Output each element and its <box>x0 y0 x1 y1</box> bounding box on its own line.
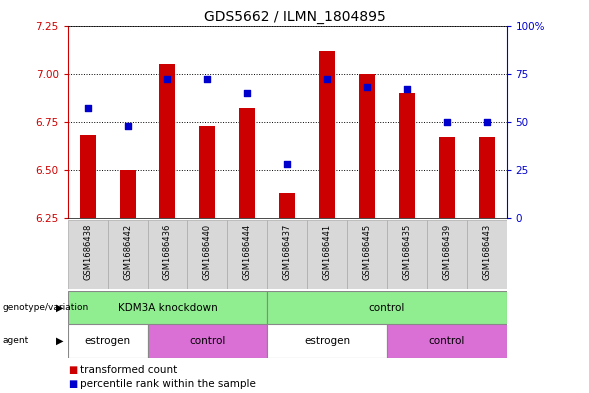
Bar <box>80 135 95 218</box>
Bar <box>160 64 176 218</box>
Bar <box>120 170 135 218</box>
Text: GSM1686438: GSM1686438 <box>83 224 92 280</box>
Bar <box>227 220 267 289</box>
Point <box>482 119 491 125</box>
Text: genotype/variation: genotype/variation <box>3 303 89 312</box>
Text: GSM1686439: GSM1686439 <box>442 224 451 280</box>
Bar <box>347 220 387 289</box>
Text: KDM3A knockdown: KDM3A knockdown <box>118 303 217 312</box>
Bar <box>279 193 295 218</box>
Bar <box>267 324 387 358</box>
Bar <box>387 324 507 358</box>
Text: GSM1686441: GSM1686441 <box>323 224 332 280</box>
Text: control: control <box>429 336 465 346</box>
Bar <box>68 220 108 289</box>
Bar <box>319 51 335 218</box>
Bar <box>466 220 507 289</box>
Point <box>83 105 92 112</box>
Bar <box>479 137 495 218</box>
Text: ▶: ▶ <box>56 336 64 346</box>
Point <box>163 76 172 83</box>
Text: control: control <box>189 336 226 346</box>
Text: ▶: ▶ <box>56 303 64 312</box>
Text: GSM1686443: GSM1686443 <box>482 224 491 280</box>
Text: GSM1686445: GSM1686445 <box>362 224 372 280</box>
Text: GSM1686436: GSM1686436 <box>163 224 172 280</box>
Text: GSM1686435: GSM1686435 <box>402 224 411 280</box>
Bar <box>68 324 147 358</box>
Bar <box>307 220 347 289</box>
Point <box>442 119 451 125</box>
Bar <box>427 220 466 289</box>
Bar <box>147 220 187 289</box>
Bar <box>108 220 147 289</box>
Bar <box>267 220 307 289</box>
Bar <box>387 220 427 289</box>
Bar <box>359 73 375 218</box>
Text: percentile rank within the sample: percentile rank within the sample <box>80 379 256 389</box>
Text: GSM1686444: GSM1686444 <box>243 224 252 280</box>
Bar <box>68 291 267 324</box>
Text: GSM1686437: GSM1686437 <box>283 224 292 280</box>
Text: GSM1686440: GSM1686440 <box>203 224 212 280</box>
Text: estrogen: estrogen <box>304 336 350 346</box>
Text: control: control <box>369 303 405 312</box>
Text: ■: ■ <box>68 365 77 375</box>
Text: GSM1686442: GSM1686442 <box>123 224 132 280</box>
Point <box>362 84 372 90</box>
Point <box>283 161 292 167</box>
Point <box>243 90 252 96</box>
Bar <box>399 93 415 218</box>
Point <box>322 76 332 83</box>
Text: ■: ■ <box>68 379 77 389</box>
Point <box>123 123 133 129</box>
Bar <box>439 137 455 218</box>
Text: agent: agent <box>3 336 29 345</box>
Bar <box>199 126 216 218</box>
Point <box>203 76 212 83</box>
Point <box>402 86 412 92</box>
Text: transformed count: transformed count <box>80 365 177 375</box>
Bar <box>147 324 267 358</box>
Bar <box>239 108 255 218</box>
Text: estrogen: estrogen <box>85 336 131 346</box>
Bar <box>187 220 227 289</box>
Bar <box>267 291 507 324</box>
Text: GDS5662 / ILMN_1804895: GDS5662 / ILMN_1804895 <box>204 10 385 24</box>
